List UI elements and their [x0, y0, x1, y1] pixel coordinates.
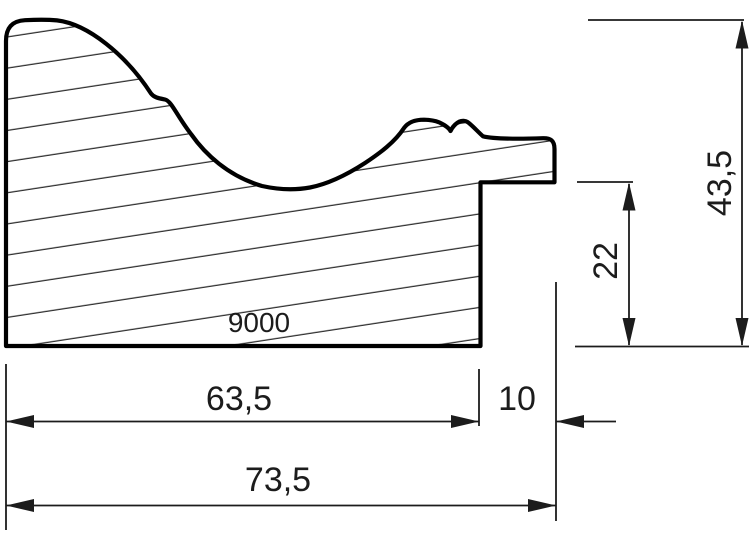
dimension-label-body-width: 63,5: [206, 380, 272, 418]
arrowhead-up-icon: [735, 20, 749, 49]
arrowhead-right-icon: [451, 415, 479, 428]
profile-outline: [3, 17, 557, 349]
dimension-label-total-width: 73,5: [245, 461, 311, 499]
arrowhead-down-icon: [622, 318, 636, 346]
dimension-label-rabbet-width: 10: [498, 380, 536, 418]
arrowhead-left-icon: [556, 415, 584, 428]
arrowhead-right-icon: [528, 499, 556, 512]
dimension-label-total-height: 43,5: [701, 150, 739, 216]
profile-number-label: 9000: [228, 307, 290, 338]
arrowhead-down-icon: [735, 318, 749, 346]
dimension-total-width: [6, 282, 557, 521]
arrowhead-left-icon: [6, 415, 34, 428]
dimension-rabbet-width: [556, 415, 616, 428]
dimension-body-width: [5, 364, 480, 530]
moulding-profile: [3, 17, 557, 349]
dimension-total-height: [588, 19, 749, 346]
arrowhead-left-icon: [6, 499, 34, 512]
dimension-label-rabbet-height: 22: [587, 242, 625, 280]
arrowhead-up-icon: [622, 182, 636, 211]
dimension-rabbet-height: [575, 181, 749, 348]
